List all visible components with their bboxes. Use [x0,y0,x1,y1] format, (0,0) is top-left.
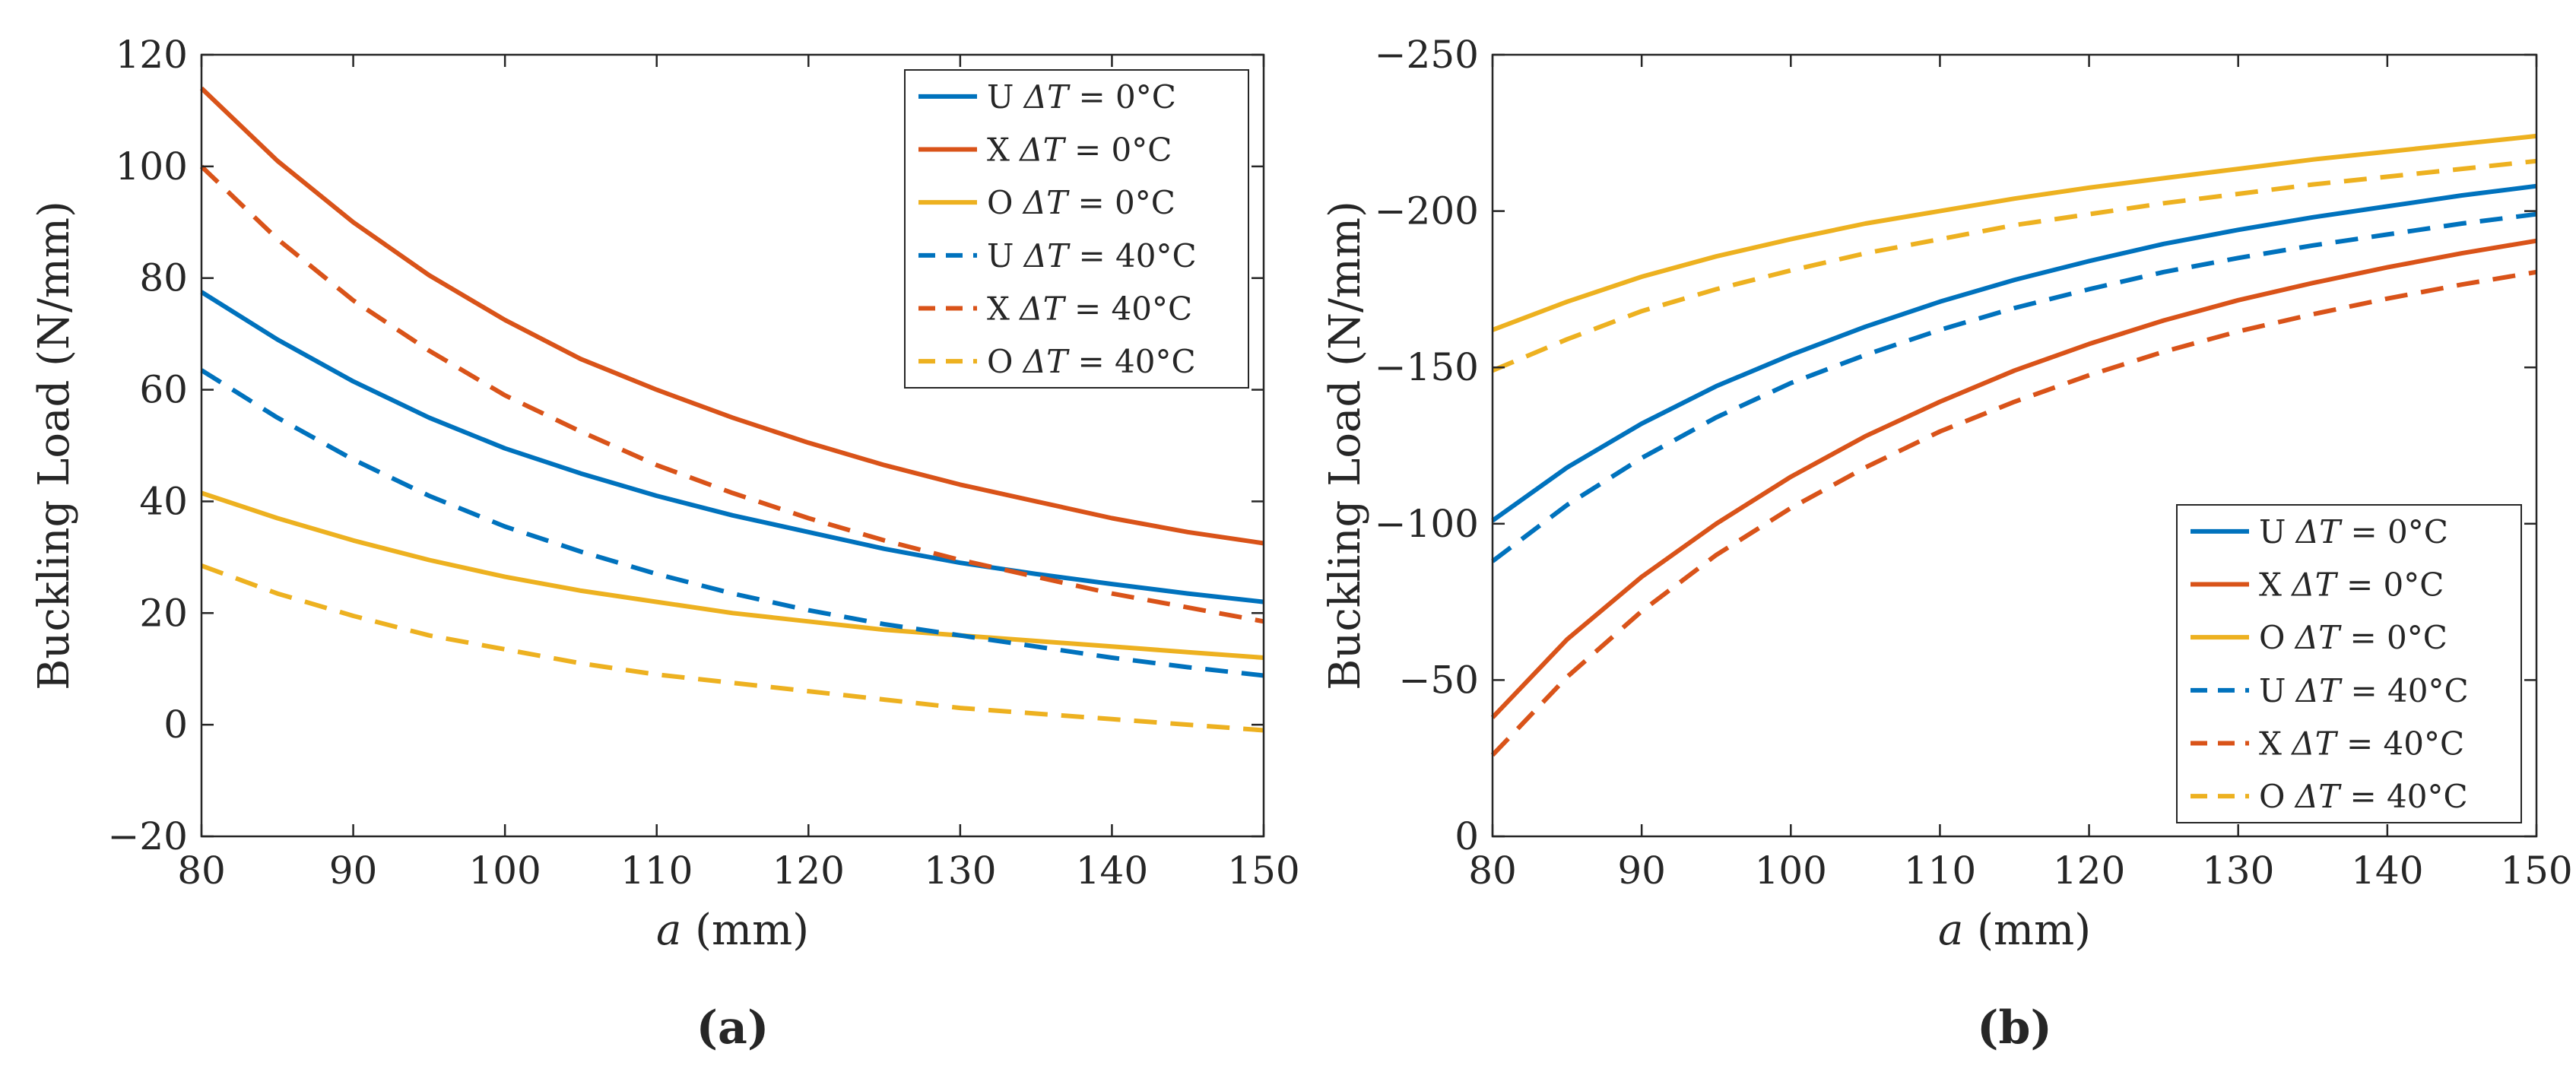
legend-entry-label: U ΔT = 40°C [2259,672,2469,709]
y-tick-label: 0 [163,703,188,747]
y-axis-label: Buckling Load (N/mm) [30,201,79,690]
y-axis-label: Buckling Load (N/mm) [1321,201,1370,690]
legend-entry-label: O ΔT = 40°C [2259,778,2468,815]
legend-entry-label: U ΔT = 0°C [2259,513,2448,550]
legend-entry-label: X ΔT = 0°C [2259,566,2444,604]
x-tick-label: 130 [924,849,996,893]
x-axis-label: a (mm) [1938,906,2091,955]
x-tick-label: 140 [2351,849,2423,893]
legend-box [904,69,1249,389]
x-tick-label: 100 [468,849,541,893]
x-tick-label: 150 [1227,849,1299,893]
legend-entry-label: X ΔT = 40°C [987,290,1192,328]
legend-entry-label: O ΔT = 0°C [987,184,1175,221]
x-tick-label: 130 [2202,849,2274,893]
legend-entry-label: O ΔT = 0°C [2259,619,2448,656]
legend-entry-label: U ΔT = 0°C [987,78,1176,116]
series-line-x-0c [199,86,1264,546]
panel-label: (a) [696,1001,769,1055]
x-axis-label: a (mm) [656,906,809,955]
y-tick-label: 80 [139,256,188,300]
series-line-u-40c [200,368,1264,678]
legend-entry-label: X ΔT = 40°C [2259,725,2464,763]
y-tick-label: −20 [107,814,188,858]
series-line-o-40c [200,563,1264,733]
y-tick-label: −250 [1375,33,1479,77]
y-tick-label: 0 [1455,814,1479,858]
y-tick-label: −50 [1398,658,1479,702]
y-tick-label: −100 [1375,502,1479,546]
panel-label: (b) [1977,1001,2052,1055]
series-line-u-0c [1491,183,2537,523]
chart-a: 80 90 100 110 120 130 140 150 −20 0 20 40 60 80 100 120… [30,33,1300,1055]
x-tick-label: 80 [177,849,226,893]
series-line-x-0c [1490,238,2537,719]
legend-box [2176,504,2522,823]
x-tick-label: 140 [1076,849,1148,893]
chart-b: 80 90 100 110 120 130 140 150 0 −50 −100 −150 −200 −2… [1321,33,2573,1055]
plot-area-frame [1491,53,2538,838]
plot-area-frame [200,53,1265,838]
series-line-x-40c [1490,269,2537,757]
legend: U ΔT = 0°C X ΔT = 0°C O ΔT = 0°C U ΔT = 40°… [904,69,1249,389]
x-tick-label: 80 [1468,849,1517,893]
legend-entry-label: O ΔT = 40°C [987,343,1196,380]
x-tick-label: 90 [1617,849,1666,893]
series-line-o-0c [1491,133,2537,332]
y-tick-label: 100 [116,144,188,189]
y-tick-label: 60 [139,368,188,412]
series-line-o-0c [201,490,1264,660]
legend: U ΔT = 0°C X ΔT = 0°C O ΔT = 0°C U ΔT = 40°… [2176,504,2522,823]
series-line-u-40c [1491,211,2537,563]
x-tick-label: 150 [2500,849,2572,893]
legend-entry-label: U ΔT = 40°C [987,237,1197,274]
y-tick-label: 20 [139,591,188,635]
y-tick-label: −200 [1375,189,1479,233]
x-tick-label: 120 [2053,849,2125,893]
legend-entry-label: X ΔT = 0°C [987,132,1172,169]
x-tick-label: 110 [620,849,693,893]
x-tick-label: 120 [772,849,845,893]
x-tick-label: 110 [1904,849,1976,893]
series-line-o-40c [1491,158,2537,373]
y-tick-label: −150 [1375,345,1479,389]
y-tick-label: 120 [116,33,188,77]
y-tick-label: 40 [139,479,188,523]
x-tick-label: 100 [1755,849,1827,893]
x-tick-label: 90 [329,849,378,893]
series-line-u-0c [200,290,1264,604]
series-line-x-40c [199,164,1264,624]
